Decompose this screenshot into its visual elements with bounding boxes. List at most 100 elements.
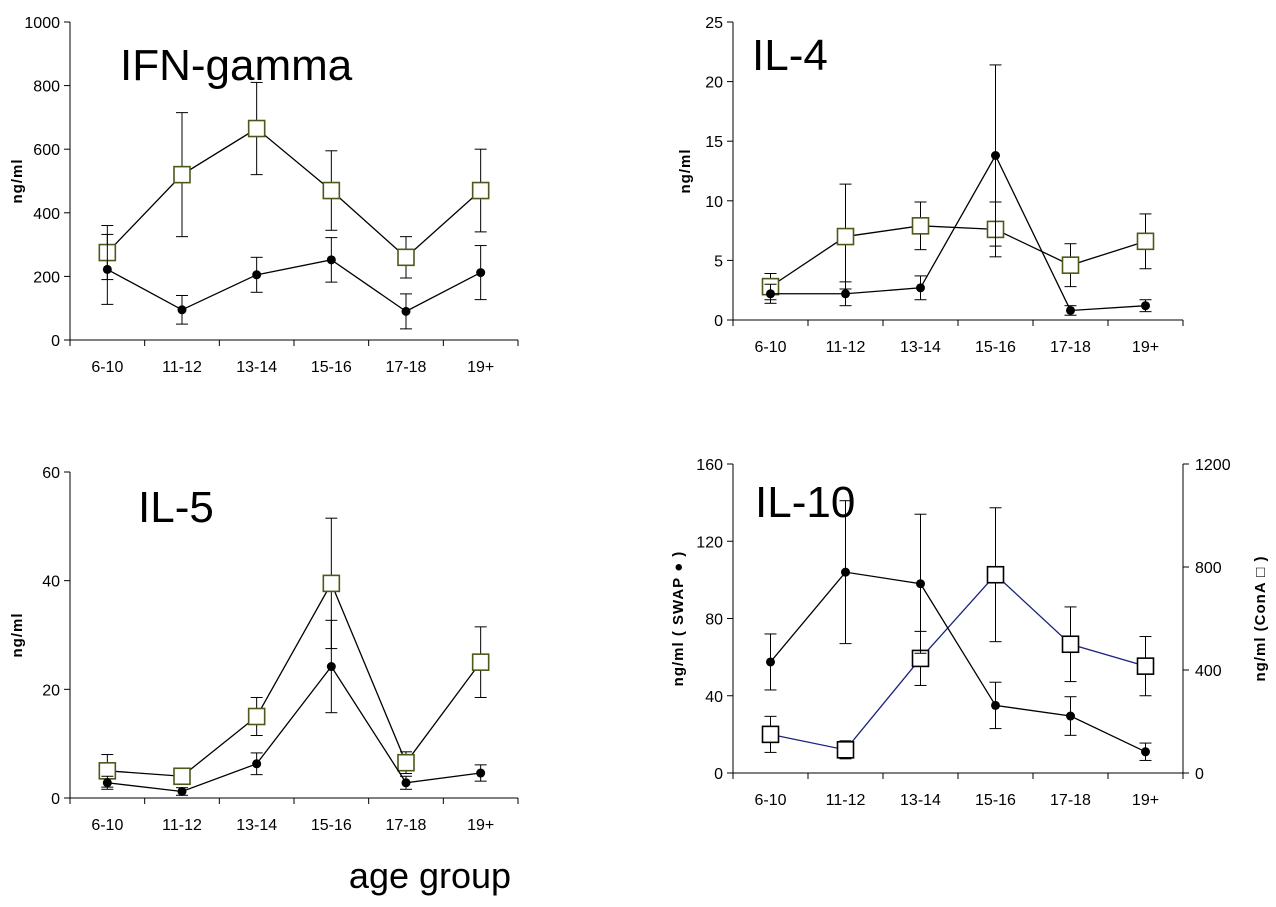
series-circle bbox=[101, 619, 487, 796]
panel-title: IL-4 bbox=[752, 31, 828, 80]
y-tick-label: 200 bbox=[33, 269, 60, 286]
data-point-square bbox=[247, 707, 266, 726]
y-tick-label: 10 bbox=[705, 194, 723, 211]
x-tick-label: 11-12 bbox=[826, 339, 866, 356]
x-tick-label: 13-14 bbox=[236, 359, 277, 376]
x-tick-label: 11-12 bbox=[162, 817, 202, 834]
data-point-circle bbox=[326, 662, 336, 672]
series-circle bbox=[101, 233, 487, 330]
series-circle bbox=[764, 500, 1152, 761]
y-tick-label: 1000 bbox=[24, 15, 60, 32]
data-point-circle bbox=[401, 306, 411, 316]
y-tick-label: 0 bbox=[51, 333, 60, 350]
y-tick-label: 0 bbox=[714, 313, 723, 330]
data-point-circle bbox=[1066, 711, 1075, 721]
data-point-circle bbox=[102, 264, 112, 274]
data-point-circle bbox=[766, 657, 775, 667]
x-tick-label: 15-16 bbox=[311, 359, 352, 376]
y-right-tick-label: 400 bbox=[1195, 663, 1222, 680]
data-point-circle bbox=[401, 778, 411, 788]
data-point-square bbox=[911, 217, 930, 235]
series-line bbox=[770, 225, 1146, 288]
data-point-square bbox=[986, 565, 1005, 584]
y-axis-label: ng/ml bbox=[9, 613, 26, 658]
data-point-circle bbox=[916, 283, 925, 293]
data-point-square bbox=[173, 767, 191, 786]
panel-title: IFN-gamma bbox=[120, 41, 353, 90]
data-point-circle bbox=[177, 305, 187, 315]
x-tick-label: 6-10 bbox=[91, 359, 123, 376]
series-line bbox=[107, 259, 481, 313]
figure-x-axis-label: age group bbox=[349, 855, 511, 896]
data-point-square bbox=[247, 119, 266, 138]
y-tick-label: 0 bbox=[714, 766, 723, 783]
y-axis-right-label: ng/ml (ConA □ ) bbox=[1252, 556, 1269, 682]
y-tick-label: 800 bbox=[33, 79, 60, 96]
chart-panel-3: 0 20 40 60 6-10 11-12 13-14 15-16 17-18 19+ IL-5 ng… bbox=[9, 465, 519, 834]
data-point-circle bbox=[1141, 747, 1150, 757]
data-point-circle bbox=[766, 289, 775, 299]
x-tick-label: 6-10 bbox=[754, 339, 786, 356]
x-tick-label: 19+ bbox=[467, 817, 494, 834]
y-tick-label: 15 bbox=[705, 134, 723, 151]
y-right-tick-label: 1200 bbox=[1195, 457, 1231, 474]
x-tick-label: 11-12 bbox=[826, 792, 866, 809]
data-point-circle bbox=[252, 759, 262, 769]
data-point-square bbox=[397, 753, 415, 772]
data-point-square bbox=[1061, 256, 1080, 274]
data-point-square bbox=[173, 165, 191, 184]
x-tick-label: 13-14 bbox=[900, 339, 941, 356]
y-tick-label: 5 bbox=[714, 253, 723, 270]
y-tick-label: 600 bbox=[33, 142, 60, 159]
data-point-circle bbox=[252, 270, 262, 280]
series-line bbox=[770, 571, 1146, 753]
data-point-circle bbox=[326, 255, 336, 265]
y-right-tick-label: 0 bbox=[1195, 766, 1204, 783]
y-tick-label: 25 bbox=[705, 15, 723, 32]
data-point-circle bbox=[841, 289, 850, 299]
y-tick-label: 0 bbox=[51, 791, 60, 808]
panel-title: IL-5 bbox=[138, 483, 214, 532]
series-line bbox=[107, 665, 481, 793]
y-tick-label: 120 bbox=[696, 534, 723, 551]
x-tick-label: 17-18 bbox=[1050, 339, 1091, 356]
data-point-square bbox=[397, 248, 415, 267]
data-point-circle bbox=[841, 567, 850, 577]
series-square bbox=[98, 81, 490, 281]
x-tick-label: 13-14 bbox=[236, 817, 277, 834]
data-point-square bbox=[322, 181, 341, 200]
y-axis-label: ng/ml bbox=[9, 159, 26, 204]
x-tick-label: 15-16 bbox=[975, 792, 1016, 809]
x-tick-label: 13-14 bbox=[900, 792, 941, 809]
x-tick-label: 6-10 bbox=[754, 792, 786, 809]
x-tick-label: 19+ bbox=[467, 359, 494, 376]
data-point-square bbox=[1136, 232, 1155, 251]
data-point-circle bbox=[991, 700, 1000, 710]
data-point-circle bbox=[991, 151, 1000, 161]
y-tick-label: 60 bbox=[42, 465, 60, 482]
x-tick-label: 15-16 bbox=[311, 817, 352, 834]
chart-panel-4: 0 40 80 120 160 0 400 800 1200 6-10 11-12 13-14 15-1… bbox=[670, 457, 1269, 809]
series-square bbox=[761, 183, 1155, 301]
data-point-circle bbox=[476, 768, 486, 778]
x-tick-label: 17-18 bbox=[386, 359, 427, 376]
data-point-circle bbox=[177, 786, 187, 796]
y-tick-label: 80 bbox=[705, 612, 723, 629]
series-line bbox=[106, 127, 482, 259]
series-circle bbox=[764, 64, 1152, 316]
data-point-square bbox=[836, 227, 855, 246]
series-square bbox=[98, 517, 490, 788]
series-line bbox=[770, 573, 1146, 751]
data-point-square bbox=[1136, 657, 1155, 675]
data-point-circle bbox=[1141, 301, 1150, 311]
y-tick-label: 20 bbox=[705, 75, 723, 92]
x-tick-label: 17-18 bbox=[1050, 792, 1091, 809]
data-point-square bbox=[836, 741, 855, 759]
y-tick-label: 400 bbox=[33, 206, 60, 223]
x-tick-label: 19+ bbox=[1132, 792, 1159, 809]
data-point-circle bbox=[1066, 305, 1075, 315]
data-point-square bbox=[761, 725, 780, 744]
series-line bbox=[770, 154, 1146, 312]
